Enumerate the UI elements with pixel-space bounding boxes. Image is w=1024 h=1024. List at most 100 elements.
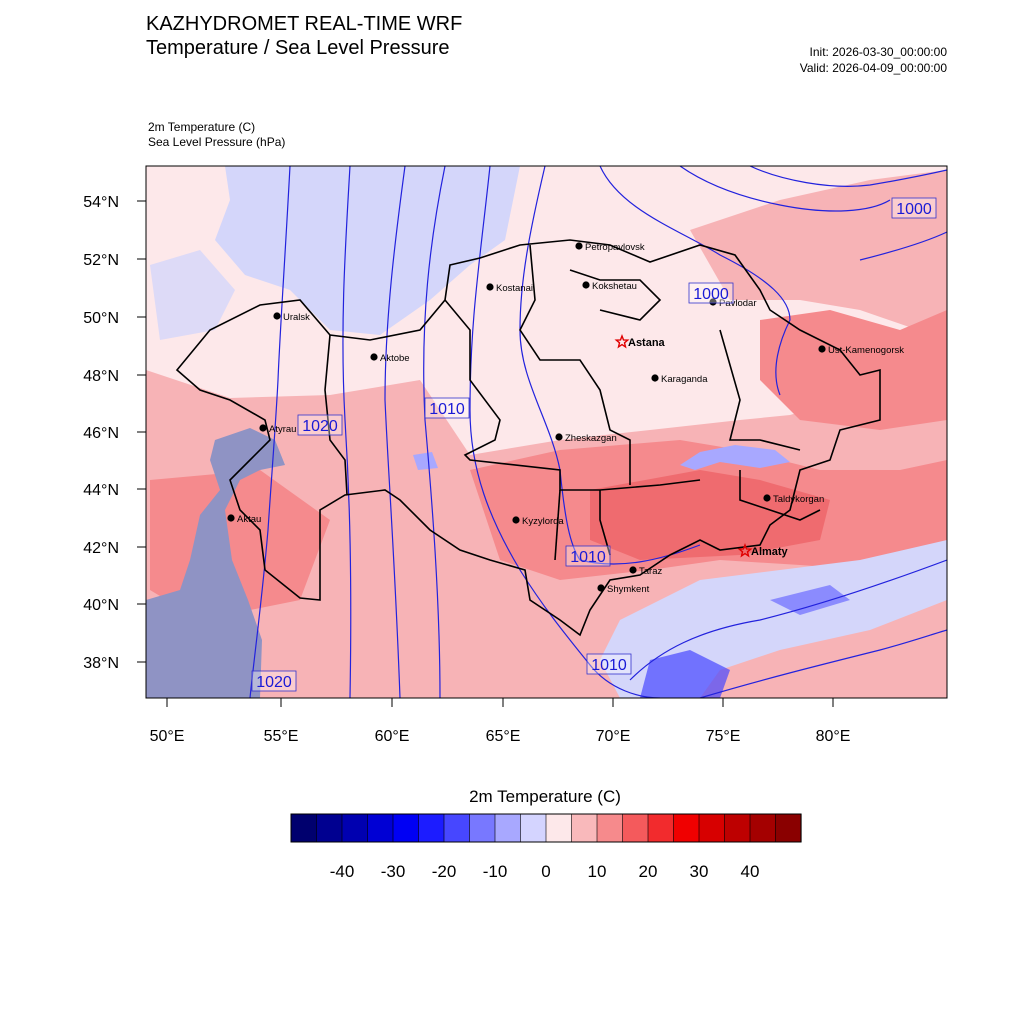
colorbar-title: 2m Temperature (C)	[469, 787, 621, 806]
lon-label: 80°E	[816, 728, 851, 745]
region-border	[739, 470, 821, 521]
aral-sea	[413, 452, 438, 470]
region-border	[519, 244, 631, 485]
isobar-line	[249, 166, 291, 698]
warm-region	[690, 170, 947, 340]
contour-label-box	[297, 414, 343, 436]
colorbar-frame	[290, 813, 802, 843]
isobar-line	[469, 166, 661, 698]
field-label-temperature: 2m Temperature (C)	[148, 120, 256, 134]
colorbar-tick-label: 10	[588, 862, 607, 881]
contour-label: 1000	[693, 286, 729, 303]
lat-label: 54°N	[83, 194, 119, 211]
contour-label-box	[251, 670, 297, 692]
colorbar-swatch	[341, 813, 369, 843]
city-label: Zheskazgan	[565, 433, 617, 444]
region-border	[569, 269, 662, 321]
city-label: Taraz	[639, 566, 662, 577]
lat-label: 38°N	[83, 655, 119, 672]
colorbar-tick-label: 20	[639, 862, 658, 881]
isobar-line	[629, 559, 947, 681]
colorbar-tick-label: -30	[381, 862, 406, 881]
city-label: Petropavlovsk	[585, 242, 645, 253]
lat-label: 42°N	[83, 540, 119, 557]
colorbar-swatch	[316, 813, 343, 843]
mountain-cold-region	[640, 650, 730, 698]
city-label: Atyrau	[269, 424, 296, 435]
pressure-contours	[249, 166, 947, 698]
colorbar-swatch	[673, 813, 700, 843]
cold-region	[215, 166, 520, 335]
lon-label: 70°E	[596, 728, 631, 745]
valid-time: Valid: 2026-04-09_00:00:00	[799, 61, 947, 75]
colorbar-swatch	[545, 813, 573, 843]
lat-label: 48°N	[83, 368, 119, 385]
lon-label: 50°E	[150, 728, 185, 745]
contour-label-box	[891, 197, 937, 219]
isobar-line	[519, 166, 701, 565]
lake-balkhash	[680, 445, 790, 470]
region-border	[599, 490, 611, 556]
contour-label: 1010	[429, 401, 465, 418]
contour-label: 1000	[896, 201, 932, 218]
lat-label: 46°N	[83, 425, 119, 442]
kazakhstan-border	[175, 239, 881, 637]
contour-label: 1010	[570, 549, 606, 566]
colorbar-tick-label: -20	[432, 862, 457, 881]
lat-label: 44°N	[83, 482, 119, 499]
colorbar-swatch	[724, 813, 751, 843]
city-dot-marker	[651, 374, 659, 382]
mountain-cold-region	[770, 585, 850, 615]
colorbar-tick-label: 0	[541, 862, 550, 881]
contour-label: 1020	[302, 418, 338, 435]
contour-label-box	[586, 653, 632, 675]
colorbar-swatch	[596, 813, 624, 843]
colorbar-tick-label: 40	[741, 862, 760, 881]
city-label: Aktobe	[380, 353, 410, 364]
colorbar-tick-label: 30	[690, 862, 709, 881]
lat-label: 52°N	[83, 252, 119, 269]
colorbar-swatch	[392, 813, 420, 843]
cold-region	[150, 250, 235, 340]
lat-label: 40°N	[83, 597, 119, 614]
colorbar-swatch	[571, 813, 598, 843]
lat-label: 50°N	[83, 310, 119, 327]
colorbar-swatch	[775, 813, 802, 843]
city-label: Almaty	[751, 546, 789, 558]
lon-label: 65°E	[486, 728, 521, 745]
city-dot-marker	[575, 242, 583, 250]
colorbar-swatch	[469, 813, 496, 843]
city-label: Uralsk	[283, 312, 310, 323]
city-dot-marker	[370, 353, 378, 361]
city-dot-marker	[582, 281, 590, 289]
hot-region	[760, 310, 947, 430]
colorbar: -40 -30 -20 -10 0 10 20 30 40	[290, 813, 802, 881]
colorbar-swatch	[494, 813, 522, 843]
latitude-axis: 54°N 52°N 50°N 48°N 46°N 44°N 42°N 40°N 38°N	[83, 194, 146, 672]
city-label: Kyzylorda	[522, 516, 564, 527]
city-label: Astana	[628, 337, 666, 349]
city-dot-marker	[818, 345, 826, 353]
colorbar-swatch	[647, 813, 675, 843]
city-label: Pavlodar	[719, 298, 757, 309]
init-time: Init: 2026-03-30_00:00:00	[809, 45, 947, 59]
city-dot-marker	[597, 584, 605, 592]
city-dot-marker	[227, 514, 235, 522]
colorbar-swatch	[290, 813, 318, 843]
longitude-axis: 50°E 55°E 60°E 65°E 70°E 75°E 80°E	[150, 698, 851, 745]
region-border	[719, 329, 801, 451]
cities-layer: Petropavlovsk Kokshetau Kostanai Pavlodar Ur…	[227, 242, 904, 595]
isobar-line	[859, 231, 947, 261]
isobar-line	[342, 166, 352, 698]
region-border	[554, 489, 561, 561]
city-dot-marker	[629, 566, 637, 574]
lon-label: 60°E	[375, 728, 410, 745]
field-label-pressure: Sea Level Pressure (hPa)	[148, 135, 286, 149]
isobar-line	[679, 166, 891, 212]
colorbar-swatch	[520, 813, 547, 843]
hotter-region	[590, 470, 830, 560]
colorbar-swatch	[418, 813, 445, 843]
contour-labels-layer: 1000 1000 1010 1020 1010 1010 1020	[251, 197, 937, 692]
city-label: Taldykorgan	[773, 494, 824, 505]
